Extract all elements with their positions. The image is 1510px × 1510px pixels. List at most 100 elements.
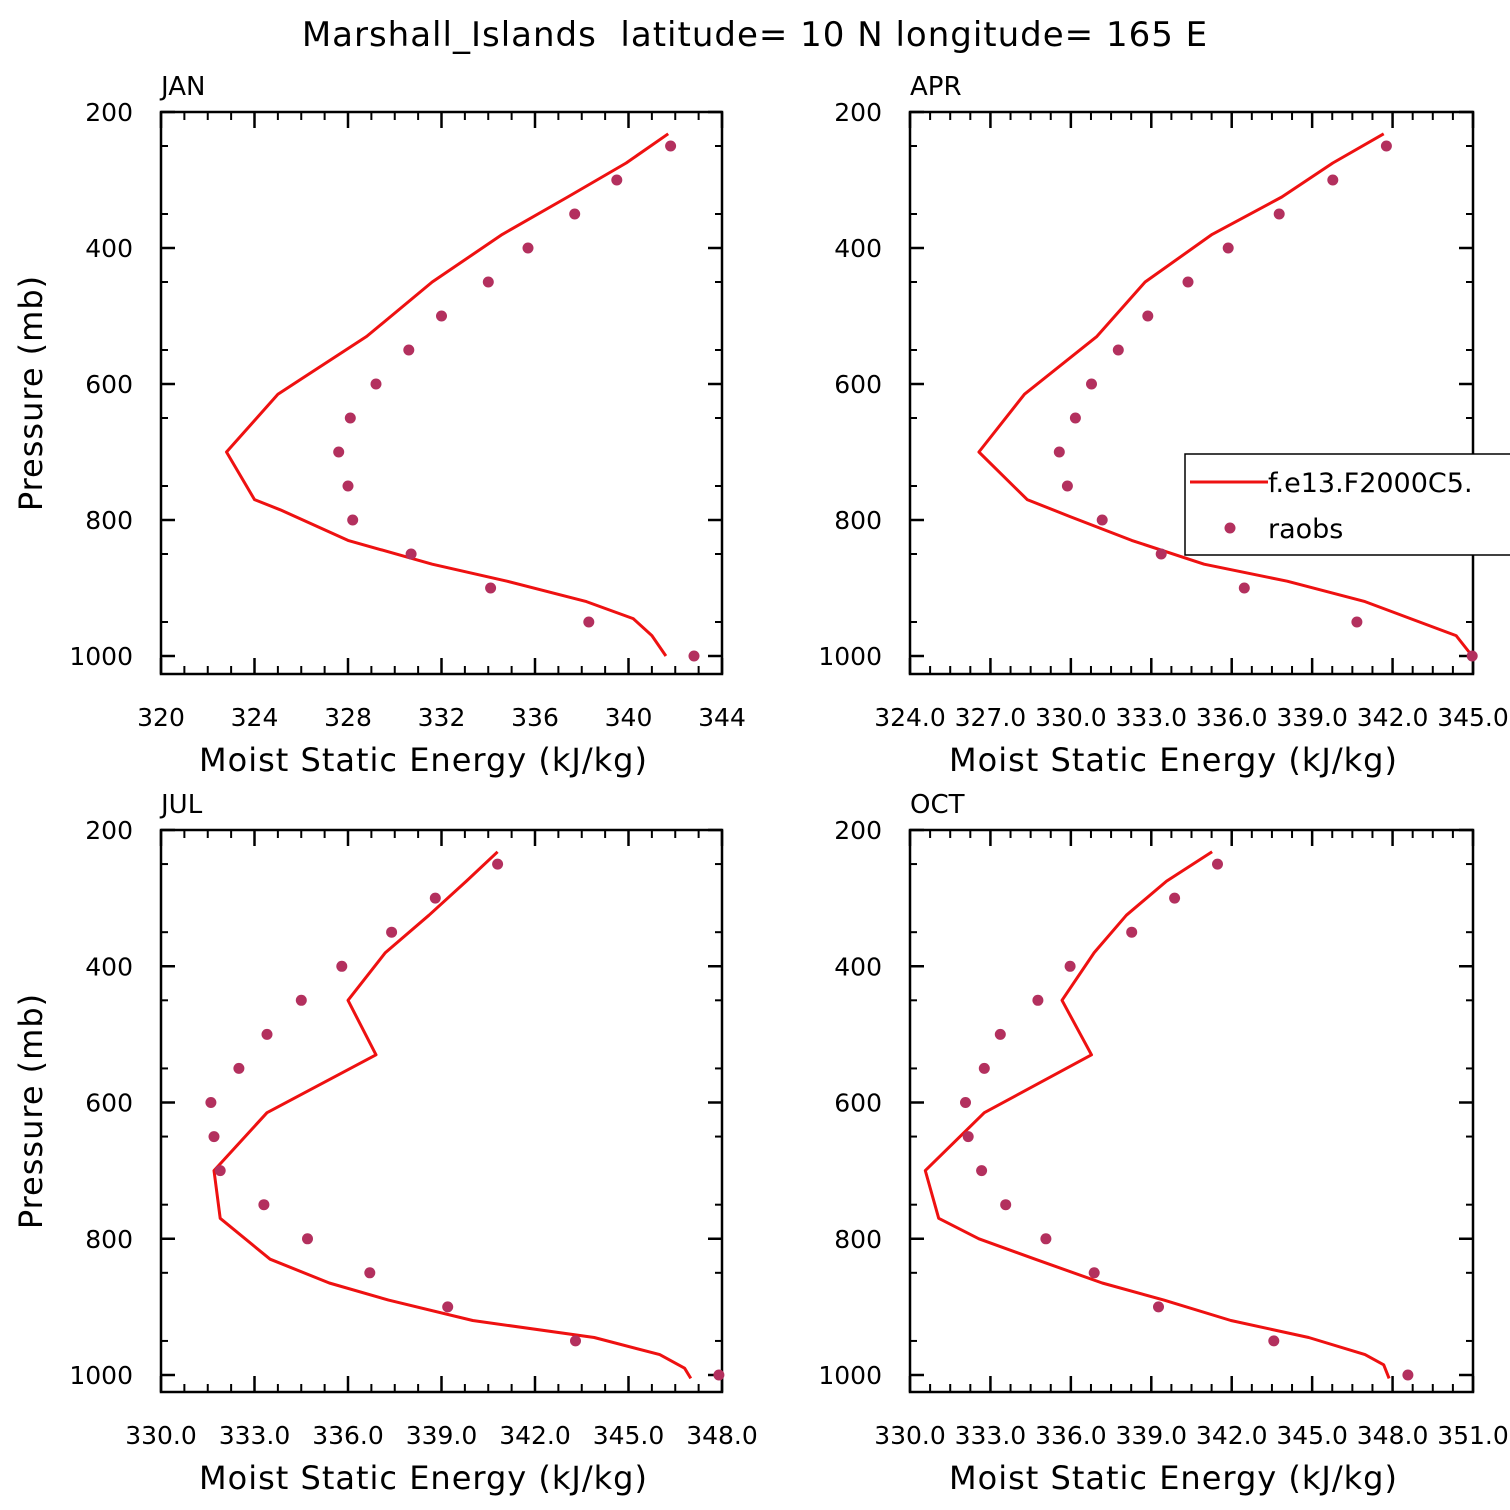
raobs-point [1238,582,1250,594]
x-tick-label: 336 [511,703,559,732]
legend-marker-swatch [1224,522,1236,534]
raobs-point [1040,1233,1052,1245]
raobs-point [1064,960,1076,972]
raobs-point [336,960,348,972]
raobs-point [214,1165,226,1177]
series-line-model [225,132,670,657]
raobs-point [344,412,356,424]
x-tick-label: 324 [231,703,279,732]
raobs-point [570,1335,581,1347]
y-tick-label: 200 [85,98,133,127]
x-tick-label: 340 [605,703,653,732]
raobs-point [976,1165,988,1177]
y-tick-label: 1000 [69,642,133,671]
x-tick-label: 336.0 [312,1421,384,1450]
y-tick-label: 400 [85,952,133,981]
x-tick-label: 339.0 [1115,1421,1187,1450]
raobs-point [295,994,307,1006]
raobs-point [485,582,497,594]
raobs-point [208,1131,220,1143]
raobs-point [403,344,415,356]
legend: f.e13.F2000C5. raobs [1184,453,1510,556]
x-tick-label: 333.0 [219,1421,291,1450]
plot-frame [159,110,724,676]
x-tick-label: 327.0 [955,703,1027,732]
raobs-point [1402,1369,1414,1381]
raobs-point [1268,1335,1280,1347]
x-tick-label: 330.0 [874,1421,946,1450]
raobs-point [1126,926,1138,938]
raobs-point [1169,892,1181,904]
legend-entry-model: f.e13.F2000C5. [1268,468,1473,499]
x-tick-label: 330.0 [125,1421,197,1450]
x-axis-label: Moist Static Energy (kJ/kg) [199,741,648,779]
raobs-point [1222,242,1234,254]
panel-label: APR [910,72,962,102]
y-tick-label: 1000 [818,642,882,671]
raobs-point [370,378,382,390]
y-axis-label: Pressure (mb) [12,993,50,1229]
x-axis-label: Moist Static Energy (kJ/kg) [949,741,1398,779]
raobs-point [978,1062,990,1074]
x-tick-label: 333.0 [955,1421,1027,1450]
x-tick-label: 351.0 [1437,1421,1509,1450]
x-tick-label: 333.0 [1115,703,1187,732]
plot-frame [159,828,724,1394]
x-tick-label: 339.0 [1276,703,1348,732]
panel-label: OCT [910,790,965,820]
x-tick-label: 345.0 [593,1421,665,1450]
raobs-point [429,892,441,904]
x-tick-label: 339.0 [406,1421,478,1450]
legend-box [1184,453,1510,556]
y-tick-label: 800 [834,1225,882,1254]
raobs-point [442,1301,454,1313]
raobs-point [364,1267,376,1279]
x-axis-label: Moist Static Energy (kJ/kg) [949,1459,1398,1497]
raobs-point [258,1199,270,1211]
plot-frame [908,110,1475,676]
figure-title: Marshall_Islands latitude= 10 N longitud… [302,15,1208,55]
raobs-point [347,514,359,526]
raobs-point [1088,1267,1100,1279]
raobs-point [342,480,354,492]
x-tick-label: 344 [698,703,746,732]
series-line-model [212,850,693,1380]
raobs-point [1380,140,1392,152]
raobs-point [1112,344,1124,356]
raobs-point [1182,276,1194,288]
x-tick-label: 342.0 [1357,703,1429,732]
raobs-point [492,858,504,870]
raobs-point [522,242,534,254]
raobs-point [1000,1199,1012,1211]
x-tick-label: 342.0 [1196,1421,1268,1450]
panel-apr: APR 200 400 600 800 1000 324.0 327.0 330.0 333.0 3… [818,72,1508,779]
y-tick-label: 200 [834,98,882,127]
raobs-point [205,1097,217,1108]
x-tick-label: 342.0 [499,1421,571,1450]
y-tick-label: 800 [85,1225,133,1254]
legend-entry-raobs: raobs [1268,514,1343,545]
raobs-point [233,1062,245,1074]
x-tick-label: 345.0 [1437,703,1509,732]
y-tick-label: 600 [85,1089,133,1118]
raobs-point [665,140,677,152]
y-tick-label: 200 [85,816,133,845]
panel-label: JUL [159,790,203,820]
raobs-point [1053,446,1065,458]
series-line-model [923,850,1391,1379]
x-tick-label: 336.0 [1196,703,1268,732]
raobs-point [333,446,345,458]
raobs-point [1466,650,1478,662]
panel-jan: JAN 200 400 600 800 1000 320 324 328 332 336 340 344… [12,72,746,779]
x-tick-label: 328 [324,703,372,732]
y-tick-label: 400 [834,952,882,981]
raobs-point [482,276,494,288]
raobs-point [1086,378,1097,390]
raobs-point [1069,412,1081,424]
y-tick-label: 800 [85,506,133,535]
y-tick-label: 400 [85,234,133,263]
y-tick-label: 400 [834,234,882,263]
panels-container: JAN 200 400 600 800 1000 320 324 328 332 336 340 344… [12,72,1509,1497]
y-tick-label: 600 [85,370,133,399]
x-tick-label: 330.0 [1035,703,1107,732]
